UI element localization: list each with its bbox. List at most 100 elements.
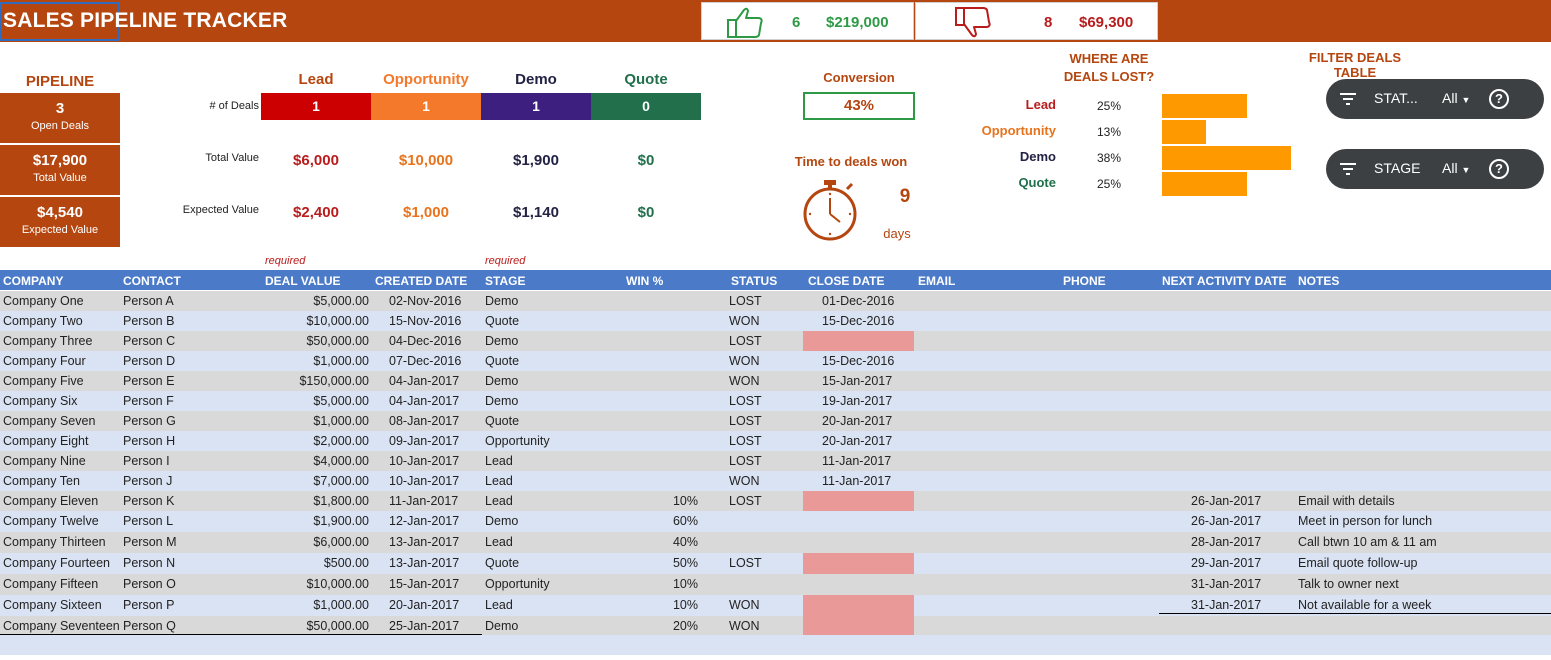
col-stage[interactable]: STAGE — [485, 274, 526, 288]
cell-created-date[interactable]: 04-Dec-2016 — [389, 334, 462, 348]
cell-created-date[interactable]: 04-Jan-2017 — [389, 394, 460, 408]
stage-filter[interactable]: STAGE All ▼ ? — [1326, 149, 1544, 189]
table-row[interactable] — [0, 635, 1551, 655]
col-notes[interactable]: NOTES — [1298, 274, 1340, 288]
col-close-date[interactable]: CLOSE DATE — [808, 274, 885, 288]
cell-contact[interactable]: Person D — [123, 354, 176, 368]
cell-contact[interactable]: Person H — [123, 434, 176, 448]
cell-contact[interactable]: Person N — [123, 556, 176, 570]
table-row[interactable] — [0, 574, 1551, 595]
cell-company[interactable]: Company Eight — [3, 434, 89, 448]
cell-stage[interactable]: Lead — [485, 535, 513, 549]
cell-status[interactable]: WON — [729, 598, 760, 612]
cell-contact[interactable]: Person E — [123, 374, 175, 388]
cell-deal-value[interactable]: $1,000.00 — [313, 354, 369, 368]
table-row[interactable] — [0, 553, 1551, 574]
table-row[interactable] — [0, 595, 1551, 616]
cell-status[interactable]: WON — [729, 374, 760, 388]
cell-company[interactable]: Company Seven — [3, 414, 96, 428]
cell-contact[interactable]: Person A — [123, 294, 174, 308]
cell-company[interactable]: Company Five — [3, 374, 84, 388]
cell-stage[interactable]: Demo — [485, 394, 519, 408]
cell-win[interactable]: 60% — [672, 514, 698, 528]
table-row[interactable] — [0, 351, 1551, 371]
status-filter[interactable]: STAT... All ▼ ? — [1326, 79, 1544, 119]
cell-notes[interactable]: Email quote follow-up — [1298, 556, 1418, 570]
cell-deal-value[interactable]: $10,000.00 — [306, 314, 369, 328]
cell-stage[interactable]: Quote — [485, 414, 520, 428]
table-row[interactable] — [0, 431, 1551, 451]
cell-next-activity[interactable]: 31-Jan-2017 — [1191, 598, 1262, 612]
cell-company[interactable]: Company One — [3, 294, 84, 308]
cell-company[interactable]: Company Two — [3, 314, 83, 328]
cell-close-date[interactable]: 15-Dec-2016 — [822, 314, 895, 328]
cell-status[interactable]: LOST — [729, 394, 762, 408]
cell-stage[interactable]: Quote — [485, 354, 520, 368]
cell-created-date[interactable]: 20-Jan-2017 — [389, 598, 460, 612]
cell-stage[interactable]: Opportunity — [485, 434, 550, 448]
cell-deal-value[interactable]: $150,000.00 — [299, 374, 369, 388]
table-row[interactable] — [0, 532, 1551, 553]
cell-close-date[interactable]: 11-Jan-2017 — [822, 454, 892, 468]
table-row[interactable] — [0, 371, 1551, 391]
cell-company[interactable]: Company Four — [3, 354, 86, 368]
col-status[interactable]: STATUS — [731, 274, 778, 288]
cell-status[interactable]: LOST — [729, 414, 762, 428]
cell-company[interactable]: Company Ten — [3, 474, 80, 488]
col-next-activity[interactable]: NEXT ACTIVITY DATE — [1162, 274, 1287, 288]
cell-contact[interactable]: Person L — [123, 514, 174, 528]
cell-stage[interactable]: Lead — [485, 474, 513, 488]
cell-contact[interactable]: Person G — [123, 414, 176, 428]
cell-company[interactable]: Company Eleven — [3, 494, 99, 508]
stage-filter-value[interactable]: All ▼ — [1442, 160, 1471, 176]
cell-next-activity[interactable]: 31-Jan-2017 — [1191, 577, 1262, 591]
cell-win[interactable]: 10% — [672, 577, 698, 591]
col-company[interactable]: COMPANY — [3, 274, 64, 288]
cell-status[interactable]: LOST — [729, 556, 762, 570]
cell-created-date[interactable]: 11-Jan-2017 — [389, 494, 459, 508]
cell-close-date[interactable]: 19-Jan-2017 — [822, 394, 893, 408]
cell-created-date[interactable]: 09-Jan-2017 — [389, 434, 460, 448]
help-icon[interactable]: ? — [1489, 159, 1509, 179]
cell-win[interactable]: 20% — [672, 619, 698, 633]
table-row[interactable] — [0, 451, 1551, 471]
cell-status[interactable]: WON — [729, 474, 760, 488]
cell-created-date[interactable]: 15-Nov-2016 — [389, 314, 462, 328]
cell-close-date[interactable]: 01-Dec-2016 — [822, 294, 895, 308]
cell-status[interactable]: LOST — [729, 294, 762, 308]
cell-contact[interactable]: Person M — [123, 535, 177, 549]
cell-stage[interactable]: Demo — [485, 334, 519, 348]
cell-status[interactable]: LOST — [729, 434, 762, 448]
table-row[interactable] — [0, 391, 1551, 411]
help-icon[interactable]: ? — [1489, 89, 1509, 109]
cell-deal-value[interactable]: $2,000.00 — [313, 434, 369, 448]
cell-next-activity[interactable]: 26-Jan-2017 — [1191, 494, 1262, 508]
cell-status[interactable]: LOST — [729, 494, 762, 508]
cell-company[interactable]: Company Twelve — [3, 514, 99, 528]
cell-company[interactable]: Company Fourteen — [3, 556, 111, 570]
cell-close-date[interactable]: 11-Jan-2017 — [822, 474, 892, 488]
cell-close-date[interactable]: 20-Jan-2017 — [822, 434, 893, 448]
cell-status[interactable]: LOST — [729, 454, 762, 468]
cell-created-date[interactable]: 12-Jan-2017 — [389, 514, 460, 528]
cell-close-date[interactable]: 15-Jan-2017 — [822, 374, 893, 388]
title-cell[interactable] — [0, 2, 120, 41]
cell-status[interactable]: WON — [729, 314, 760, 328]
cell-status[interactable]: WON — [729, 354, 760, 368]
cell-contact[interactable]: Person J — [123, 474, 173, 488]
cell-contact[interactable]: Person Q — [123, 619, 176, 633]
cell-close-date[interactable]: 20-Jan-2017 — [822, 414, 893, 428]
cell-status[interactable]: WON — [729, 619, 760, 633]
cell-deal-value[interactable]: $5,000.00 — [313, 394, 369, 408]
cell-company[interactable]: Company Nine — [3, 454, 86, 468]
cell-stage[interactable]: Demo — [485, 514, 519, 528]
cell-deal-value[interactable]: $1,800.00 — [313, 494, 369, 508]
cell-deal-value[interactable]: $500.00 — [323, 556, 369, 570]
cell-win[interactable]: 10% — [672, 598, 698, 612]
cell-company[interactable]: Company Three — [3, 334, 93, 348]
cell-next-activity[interactable]: 26-Jan-2017 — [1191, 514, 1262, 528]
table-row[interactable] — [0, 411, 1551, 431]
cell-status[interactable]: LOST — [729, 334, 762, 348]
col-win[interactable]: WIN % — [626, 274, 664, 288]
cell-created-date[interactable]: 10-Jan-2017 — [389, 454, 460, 468]
